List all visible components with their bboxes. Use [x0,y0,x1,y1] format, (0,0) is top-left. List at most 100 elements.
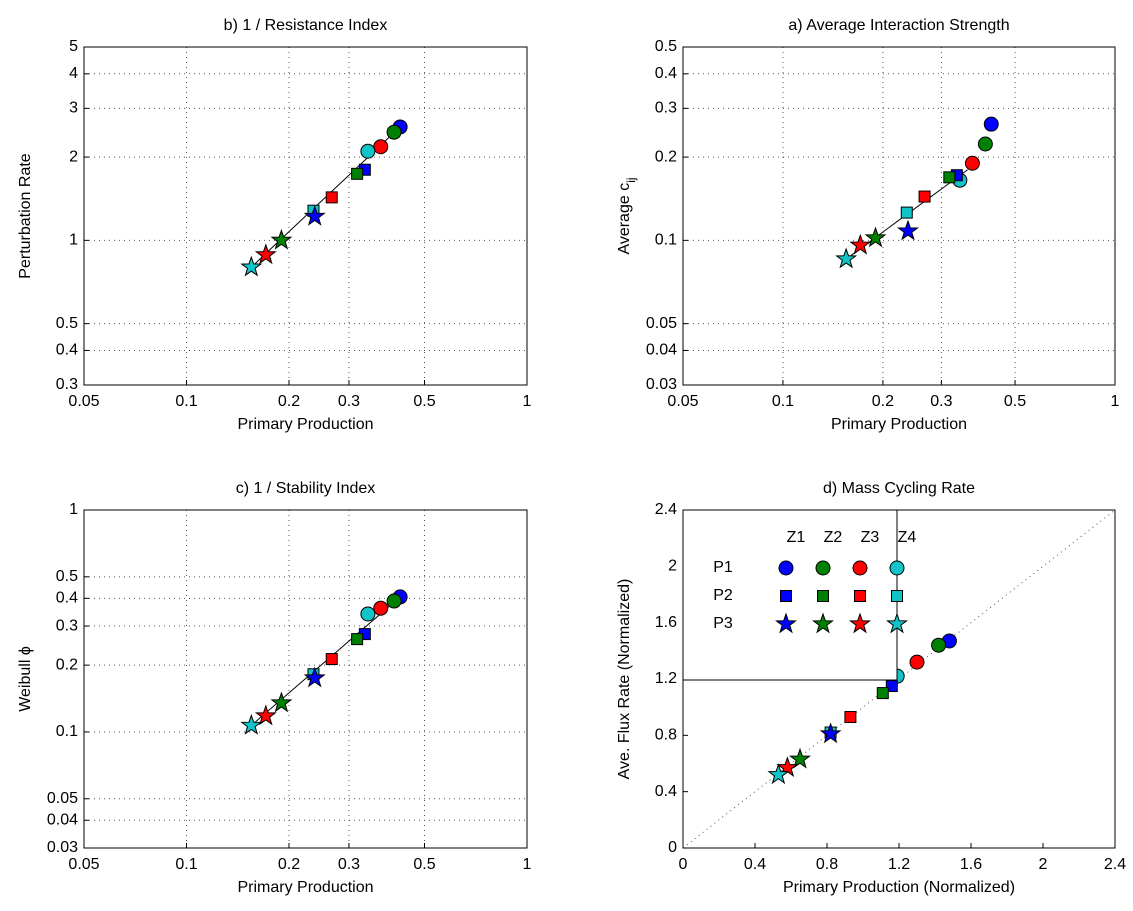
y-tick-label: 0.1 [655,232,677,249]
point [351,633,364,646]
point [303,666,326,688]
point [351,167,364,180]
legend-marker [812,612,834,634]
x-tick-label: 0 [679,856,688,873]
y-tick-label: 0.04 [646,342,677,359]
x-axis-label: Primary Production [831,416,967,433]
y-tick-label: 0.4 [655,783,677,800]
x-axis-label: Primary Production [237,416,373,433]
y-tick-label: 1.2 [655,670,677,687]
point [964,155,980,171]
x-tick-label: 1.2 [888,856,910,873]
point [876,687,889,700]
y-tick-label: 0.1 [56,723,78,740]
legend-column-label: Z4 [898,529,917,546]
legend-column-label: Z2 [824,529,843,546]
point [819,722,842,744]
point [909,654,925,670]
x-tick-label: 1.6 [960,856,982,873]
legend-row-label: P3 [713,615,733,632]
y-tick-label: 0.04 [47,811,78,828]
y-axis-label-text: Perturbation Rate [17,153,34,279]
x-tick-label: 0.2 [278,393,300,410]
y-axis-label-text: Average c [616,183,633,255]
point [943,171,956,184]
legend-marker [852,560,868,576]
y-tick-label: 0.8 [655,727,677,744]
point [849,233,872,255]
point [386,124,402,140]
point [254,243,277,265]
y-tick-label: 0.4 [655,65,677,82]
point [835,247,858,269]
x-tick-label: 0.05 [667,393,698,410]
point [240,713,263,735]
x-tick-label: 0.5 [413,856,435,873]
chart-title: b) 1 / Resistance Index [224,17,388,34]
x-tick-label: 2.4 [1104,856,1126,873]
y-axis-label: Perturbation Rate [17,153,34,279]
x-tick-label: 0.1 [772,393,794,410]
y-axis-label-subscript: ij [624,177,638,182]
point [325,653,338,666]
y-tick-label: 5 [69,38,78,55]
point [897,219,919,241]
point [977,136,993,152]
legend-marker [775,612,797,634]
y-tick-label: 0.3 [56,376,78,393]
x-tick-label: 0.5 [1004,393,1026,410]
y-tick-label: 0.2 [655,148,677,165]
axes-frame [682,46,1116,386]
y-axis-label-text: Ave. Flux Rate (Normalized) [616,579,633,780]
x-tick-label: 0.2 [278,856,300,873]
legend-marker [815,560,831,576]
y-tick-label: 0.5 [56,315,78,332]
y-tick-label: 4 [69,65,78,82]
x-tick-label: 0.2 [872,393,894,410]
point [325,191,338,204]
x-axis-label: Primary Production [237,879,373,896]
y-tick-label: 0.03 [47,839,78,856]
y-tick-label: 1.6 [655,614,677,631]
y-axis-label: Weibull ϕ [17,646,34,712]
legend-marker [886,612,908,634]
point [983,116,999,132]
point [240,255,263,277]
fit-line [250,596,401,726]
legend-marker [780,590,792,602]
point [844,711,857,724]
legend-marker [817,590,829,602]
point [270,228,293,250]
y-tick-label: 3 [69,100,78,117]
legend-column-label: Z3 [861,529,880,546]
point [386,593,402,609]
x-tick-label: 0.05 [68,393,99,410]
chart-title: d) Mass Cycling Rate [823,480,975,497]
legend-marker [854,590,866,602]
y-tick-label: 0.05 [646,315,677,332]
legend-row-label: P2 [713,587,733,604]
x-tick-label: 1 [523,393,532,410]
x-tick-label: 0.3 [930,393,952,410]
legend-marker [891,590,903,602]
point [900,206,913,219]
y-tick-label: 0.3 [56,617,78,634]
x-tick-label: 0.1 [175,856,197,873]
x-tick-label: 0.05 [68,856,99,873]
point [885,680,898,693]
y-tick-label: 2.4 [655,501,677,518]
y-tick-label: 2 [69,148,78,165]
x-tick-label: 1 [523,856,532,873]
x-tick-label: 0.1 [175,393,197,410]
x-tick-label: 2 [1039,856,1048,873]
point [360,606,376,622]
point [373,600,389,616]
y-axis-label: Ave. Flux Rate (Normalized) [616,579,633,780]
axes-frame [83,509,528,849]
point [789,747,811,769]
chart-title: c) 1 / Stability Index [236,480,376,497]
legend-marker [889,560,905,576]
plot-area [683,47,1115,385]
y-tick-label: 0.03 [646,376,677,393]
